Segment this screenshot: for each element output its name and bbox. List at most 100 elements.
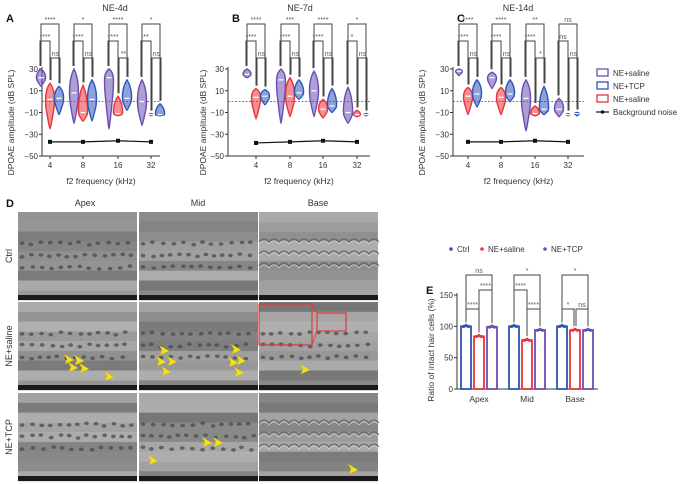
data-point (525, 337, 529, 341)
arrowhead-marker (233, 366, 245, 378)
bracket-red-vs-blue: ns (50, 51, 61, 84)
legend-swatch (596, 68, 609, 77)
significance-label: ns (570, 51, 578, 58)
bracket-ctrl-vs-saline: **** (465, 302, 480, 333)
data-point (509, 324, 514, 329)
bracket-red-vs-blue: ns (568, 51, 579, 111)
y-tick-label: −50 (435, 152, 449, 161)
legend-item: NE+saline (596, 68, 650, 78)
panel-d-sem-grid: Apex Mid Base Ctrl NE+saline NE+TCP (4, 198, 380, 482)
bar-nesaline (569, 329, 581, 390)
significance-label: ns (475, 268, 483, 275)
y-axis-label: DPOAE amplitude (dB SPL) (417, 69, 427, 175)
arrowhead-marker (227, 356, 239, 368)
bar-nesaline (521, 339, 533, 390)
legend-item: Background noise (596, 108, 678, 117)
row-label: Ctrl (4, 249, 14, 263)
significance-label: ns (503, 51, 511, 58)
legend-label: NE+TCP (551, 245, 583, 254)
y-tick-label: −50 (24, 152, 38, 161)
data-point (464, 323, 468, 328)
significance-label: ns (52, 51, 60, 58)
y-tick-label: −30 (24, 130, 38, 139)
background-noise-point (81, 139, 85, 144)
panel-label-e: E (426, 285, 433, 297)
data-point (490, 324, 494, 328)
y-axis-label: DPOAE amplitude (dB SPL) (6, 69, 16, 175)
y-tick-label: 10 (29, 87, 38, 96)
sem-scale-bar-strip (139, 476, 258, 481)
data-point (487, 325, 492, 329)
violin-purple (68, 67, 80, 125)
x-axis-label: f2 frequency (kHz) (264, 176, 334, 186)
chart-title: NE-7d (287, 3, 313, 13)
x-tick-label: 4 (254, 161, 259, 170)
violin-purple (275, 68, 287, 125)
bracket-purple-vs-blue: **** (313, 17, 333, 86)
sem-scale-bar-strip (18, 385, 137, 390)
y-tick-label: 100 (440, 322, 454, 331)
bracket-ctrl-vs-tcp: * (561, 268, 589, 327)
data-point (583, 328, 588, 332)
arrowhead-marker (201, 436, 213, 448)
y-tick-label: 30 (215, 65, 224, 74)
bar-ctrl (556, 325, 568, 390)
legend-label: Background noise (613, 108, 678, 117)
bracket-purple-vs-red: ** (140, 34, 152, 111)
y-tick-label: 10 (440, 87, 449, 96)
significance-label: ns (578, 302, 586, 309)
row-label: NE+TCP (4, 419, 14, 455)
sem-image-netcp-apex (18, 393, 137, 482)
sem-scale-bar-strip (18, 476, 137, 481)
data-point (557, 324, 562, 329)
significance-label: * (567, 302, 570, 309)
x-tick-label: 32 (353, 161, 362, 170)
violin-red (530, 105, 540, 117)
panel-label-d: D (6, 198, 14, 210)
violin-blue (86, 78, 98, 122)
bar-netcp (534, 329, 546, 390)
bracket-saline-vs-tcp: ns (575, 302, 589, 327)
background-noise-point (355, 139, 359, 144)
background-noise-point (321, 138, 325, 143)
violin-blue (504, 78, 516, 103)
bracket-red-vs-blue: ns (501, 51, 512, 85)
arrowhead-marker (230, 343, 242, 355)
significance-label: **** (480, 283, 491, 290)
significance-label: **** (496, 17, 507, 24)
data-point (474, 334, 479, 339)
legend-swatch (596, 94, 609, 103)
y-tick-label: 50 (444, 354, 453, 363)
significance-label: **** (458, 34, 469, 41)
significance-label: **** (113, 17, 124, 24)
significance-label: * (351, 34, 354, 41)
significance-label: **** (515, 283, 526, 290)
significance-label: **** (73, 34, 84, 41)
x-tick-label: Apex (469, 394, 489, 404)
background-noise-point (116, 138, 120, 143)
significance-label: * (356, 17, 359, 24)
data-point (540, 328, 545, 332)
data-point (535, 328, 540, 332)
background-noise-line (468, 140, 569, 143)
data-point (573, 327, 577, 331)
bracket-red-vs-blue: ns (323, 51, 334, 97)
arrowhead-marker (78, 362, 90, 374)
column-header: Base (308, 198, 329, 208)
significance-label: ns (292, 51, 300, 58)
significance-label: **** (528, 302, 539, 309)
chart-title: NE-14d (503, 3, 534, 13)
legend-dot (543, 247, 547, 251)
arrowhead-marker (63, 353, 75, 365)
x-tick-label: 8 (288, 161, 293, 170)
arrowhead-marker (347, 463, 359, 475)
legend-dot (600, 110, 605, 114)
panel-label-c: C (457, 13, 465, 25)
significance-label: ** (532, 17, 538, 24)
violin-red (77, 83, 89, 122)
data-point (586, 327, 590, 331)
sem-scale-bar-strip (139, 385, 258, 390)
bar-netcp (582, 329, 594, 390)
legend-label: NE+TCP (613, 82, 645, 91)
